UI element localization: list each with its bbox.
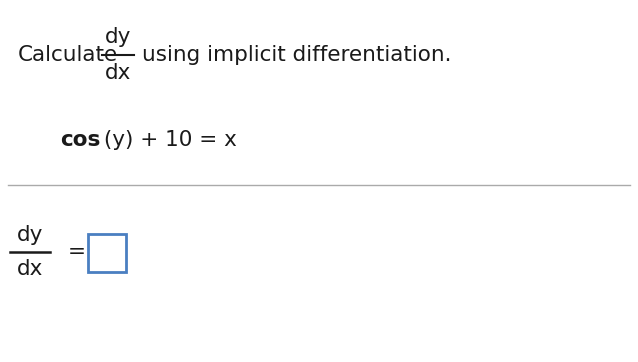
Text: dy: dy bbox=[105, 27, 131, 47]
Text: =: = bbox=[68, 242, 86, 262]
Text: dy: dy bbox=[17, 225, 43, 245]
Text: cos: cos bbox=[60, 130, 100, 150]
FancyBboxPatch shape bbox=[88, 234, 126, 272]
Text: dx: dx bbox=[17, 259, 43, 279]
Text: using implicit differentiation.: using implicit differentiation. bbox=[142, 45, 452, 65]
Text: (y) + 10 = x: (y) + 10 = x bbox=[97, 130, 237, 150]
Text: Calculate: Calculate bbox=[18, 45, 118, 65]
Text: dx: dx bbox=[105, 63, 131, 83]
